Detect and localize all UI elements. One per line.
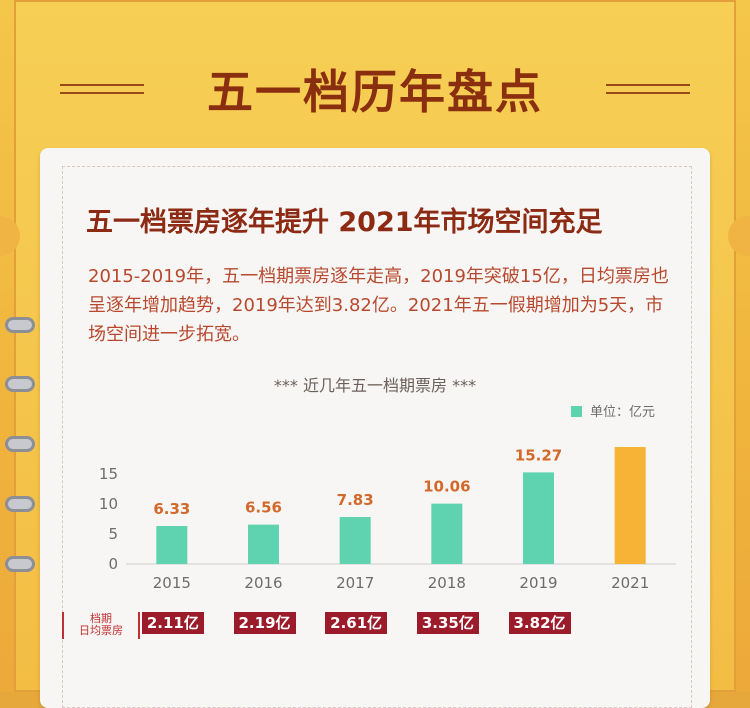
binder-ring-2	[5, 376, 35, 392]
x-tick-label-2017: 2017	[336, 574, 374, 592]
bar-2019	[523, 472, 554, 564]
bar-2015	[156, 526, 188, 564]
legend-unit-label: 单位：亿元	[590, 405, 655, 420]
value-label-2018: 10.06	[423, 478, 470, 496]
x-tick-label-2019: 2019	[519, 574, 557, 592]
y-tick-label: 5	[108, 525, 118, 543]
binder-ring-5	[5, 556, 35, 572]
x-tick-label-2021: 2021	[611, 574, 649, 592]
value-label-2015: 6.33	[153, 500, 190, 518]
description-paragraph: 2015-2019年，五一档期票房逐年走高，2019年突破15亿，日均票房也呈逐…	[88, 266, 669, 345]
daily-row-label-line1: 档期	[90, 612, 112, 625]
title-rule-right	[606, 84, 690, 86]
ticket-notch-right	[728, 216, 750, 256]
x-tick-label-2015: 2015	[153, 574, 191, 592]
bar-2018	[431, 503, 463, 564]
x-tick-label-2018: 2018	[428, 574, 466, 592]
daily-badge-2018: 3.35亿	[416, 612, 479, 634]
chart-title: *** 近几年五一档期票房 ***	[273, 376, 477, 395]
legend-swatch	[571, 406, 582, 417]
daily-badge-2016: 2.19亿	[233, 612, 296, 634]
title-rule-right-2	[606, 92, 690, 94]
y-tick-label: 0	[108, 555, 118, 573]
daily-badge-2019: 3.82亿	[508, 612, 571, 634]
daily-row-label: 档期 日均票房	[62, 612, 140, 639]
title-rule-left	[60, 84, 144, 86]
value-label-2019: 15.27	[515, 446, 562, 464]
daily-row-label-line2: 日均票房	[79, 624, 123, 637]
bar-2016	[248, 524, 279, 564]
ticket-notch-left	[0, 216, 20, 256]
y-tick-label: 15	[99, 465, 118, 483]
binder-ring-1	[5, 317, 35, 333]
bar-2017	[339, 517, 371, 564]
value-label-2016: 6.56	[245, 499, 282, 517]
x-tick-label-2016: 2016	[244, 574, 282, 592]
bar-2021	[614, 447, 646, 564]
page-title: 五一档历年盘点	[207, 65, 543, 119]
y-tick-label: 10	[99, 495, 118, 513]
headline: 五一档票房逐年提升 2021年市场空间充足	[86, 207, 603, 238]
title-rule-left-2	[60, 92, 144, 94]
daily-badge-2017: 2.61亿	[325, 612, 388, 634]
bar-chart: 单位：亿元 0 5 10 15 6.33 2015 6.56 2016 7.83 2017 10.0…	[99, 405, 676, 592]
binder-ring-4	[5, 496, 35, 512]
daily-badge-2015: 2.11亿	[141, 612, 204, 634]
value-label-2017: 7.83	[337, 491, 374, 509]
binder-ring-3	[5, 436, 35, 452]
